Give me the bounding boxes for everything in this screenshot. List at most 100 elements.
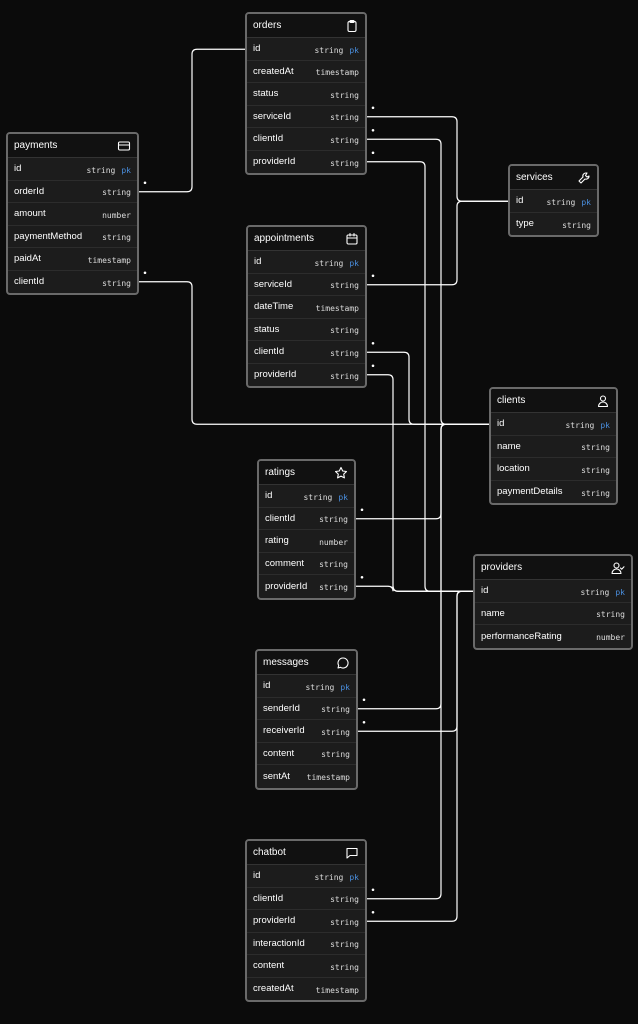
field-row[interactable]: amount number <box>8 203 137 226</box>
field-row[interactable]: clientId string <box>248 341 365 364</box>
relation-line[interactable] <box>356 423 489 520</box>
relation-line[interactable] <box>367 374 473 592</box>
field-type: string <box>330 113 359 123</box>
table-header[interactable]: chatbot <box>247 841 365 865</box>
field-row[interactable]: providerId string <box>247 910 365 933</box>
field-row[interactable]: paidAt timestamp <box>8 248 137 271</box>
field-row[interactable]: id string pk <box>510 190 597 213</box>
field-row[interactable]: interactionId string <box>247 933 365 955</box>
field-name: location <box>497 463 530 475</box>
table-header[interactable]: services <box>510 166 597 190</box>
field-row[interactable]: type string <box>510 213 597 236</box>
field-row[interactable]: name string <box>475 603 631 625</box>
table-header[interactable]: appointments <box>248 227 365 251</box>
relation-line[interactable] <box>356 585 473 592</box>
table-services[interactable]: services id string pk type string <box>508 164 599 237</box>
table-name: payments <box>14 140 58 151</box>
field-row[interactable]: serviceId string <box>247 106 365 128</box>
field-row[interactable]: receiverId string <box>257 720 356 743</box>
field-row[interactable]: id string pk <box>247 38 365 61</box>
table-header[interactable]: orders <box>247 14 365 38</box>
field-row[interactable]: name string <box>491 436 616 458</box>
table-ratings[interactable]: ratings id string pk clientId string rating num… <box>257 459 356 600</box>
field-type: string <box>321 705 350 715</box>
field-row[interactable]: providerId string <box>247 151 365 174</box>
field-type: timestamp <box>306 773 350 783</box>
table-providers[interactable]: providers id string pk name string performance… <box>473 554 633 650</box>
field-type: string <box>581 443 610 453</box>
field-name: clientId <box>253 133 284 145</box>
table-orders[interactable]: orders id string pk createdAt timestamp status… <box>245 12 367 175</box>
field-row[interactable]: location string <box>491 458 616 481</box>
relation-line[interactable] <box>367 116 508 202</box>
table-messages[interactable]: messages id string pk senderId string receiver… <box>255 649 358 790</box>
field-name: providerId <box>254 369 297 381</box>
field-name: id <box>14 163 22 175</box>
table-payments[interactable]: payments id string pk orderId string amount num… <box>6 132 139 295</box>
table-header[interactable]: clients <box>491 389 616 413</box>
table-header[interactable]: ratings <box>259 461 354 485</box>
field-row[interactable]: orderId string <box>8 181 137 203</box>
field-type: string <box>565 420 595 430</box>
table-header[interactable]: payments <box>8 134 137 158</box>
table-name: clients <box>497 395 526 406</box>
field-row[interactable]: paymentMethod string <box>8 226 137 248</box>
field-row[interactable]: id string pk <box>248 251 365 274</box>
table-header[interactable]: messages <box>257 651 356 675</box>
field-row[interactable]: clientId string <box>8 271 137 294</box>
field-row[interactable]: id string pk <box>475 580 631 603</box>
field-name: dateTime <box>254 301 294 313</box>
relation-line[interactable] <box>367 590 473 922</box>
field-row[interactable]: createdAt timestamp <box>247 61 365 83</box>
field-name: senderId <box>263 702 300 714</box>
relation-line[interactable] <box>358 590 473 732</box>
field-row[interactable]: createdAt timestamp <box>247 978 365 1001</box>
field-row[interactable]: providerId string <box>248 364 365 387</box>
field-row[interactable]: id string pk <box>247 865 365 888</box>
relation-line[interactable] <box>367 138 489 425</box>
field-row[interactable]: id string pk <box>259 485 354 508</box>
field-type: string <box>102 278 131 288</box>
field-row[interactable]: clientId string <box>259 508 354 530</box>
field-row[interactable]: comment string <box>259 553 354 575</box>
field-row[interactable]: providerId string <box>259 575 354 598</box>
message-square-icon <box>346 847 358 859</box>
field-row[interactable]: paymentDetails string <box>491 481 616 504</box>
field-row[interactable]: content string <box>247 955 365 978</box>
field-row[interactable]: id string pk <box>257 675 356 698</box>
table-header[interactable]: providers <box>475 556 631 580</box>
field-row[interactable]: rating number <box>259 530 354 553</box>
field-row[interactable]: id string pk <box>8 158 137 181</box>
field-row[interactable]: sentAt timestamp <box>257 765 356 788</box>
table-clients[interactable]: clients id string pk name string location strin… <box>489 387 618 505</box>
field-type: number <box>596 633 625 643</box>
field-name: serviceId <box>254 278 293 290</box>
field-type: string <box>319 515 348 525</box>
field-row[interactable]: status string <box>247 83 365 106</box>
field-row[interactable]: clientId string <box>247 128 365 151</box>
field-row[interactable]: content string <box>257 743 356 765</box>
field-row[interactable]: id string pk <box>491 413 616 436</box>
field-row[interactable]: status string <box>248 319 365 341</box>
relation-line[interactable] <box>367 200 508 286</box>
relation-line[interactable] <box>367 161 473 592</box>
field-name: interactionId <box>253 937 305 949</box>
relation-line[interactable] <box>367 423 489 900</box>
field-type: string <box>303 492 333 502</box>
field-row[interactable]: dateTime timestamp <box>248 296 365 319</box>
field-type: string <box>319 583 348 593</box>
field-row[interactable]: serviceId string <box>248 274 365 296</box>
field-name: status <box>254 323 280 335</box>
field-type: string <box>581 465 610 475</box>
table-chatbot[interactable]: chatbot id string pk clientId string providerI… <box>245 839 367 1002</box>
field-name: orderId <box>14 185 45 197</box>
table-appointments[interactable]: appointments id string pk serviceId string dat… <box>246 225 367 388</box>
field-row[interactable]: performanceRating number <box>475 625 631 648</box>
field-row[interactable]: senderId string <box>257 698 356 720</box>
relation-line[interactable] <box>139 48 245 193</box>
cardinality-many-marker <box>143 271 147 275</box>
field-type: string <box>102 188 131 198</box>
field-row[interactable]: clientId string <box>247 888 365 910</box>
relation-line[interactable] <box>358 423 489 710</box>
relation-line[interactable] <box>367 351 489 425</box>
